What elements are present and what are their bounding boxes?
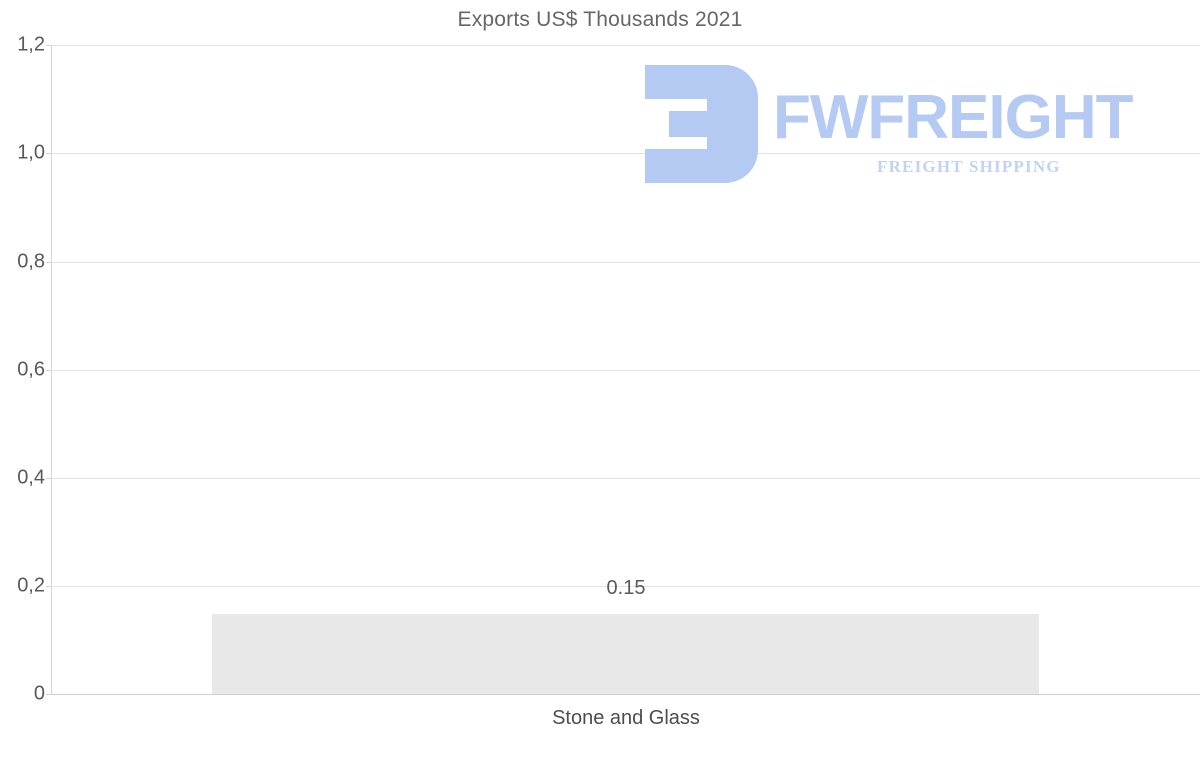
y-tick-mark: [46, 478, 53, 479]
y-axis-tick-labels: 1,2 1,0 0,8 0,6 0,4 0,2 0: [0, 0, 45, 763]
gridline: [51, 370, 1200, 371]
y-tick-label: 0,6: [17, 358, 45, 381]
chart-title: Exports US$ Thousands 2021: [457, 8, 743, 31]
y-tick-label: 0,2: [17, 574, 45, 597]
gridline: [51, 586, 1200, 587]
bar-value-label: 0.15: [606, 577, 646, 599]
y-tick-label: 0,8: [17, 250, 45, 273]
gridline: [51, 262, 1200, 263]
y-tick-mark: [46, 45, 53, 46]
gridline: [51, 45, 1200, 46]
bar-stone-and-glass[interactable]: [212, 614, 1039, 694]
axis-baseline: [51, 694, 1200, 695]
y-tick-mark: [46, 694, 53, 695]
plot-area: [51, 45, 1200, 695]
x-axis-category-label: Stone and Glass: [552, 707, 700, 729]
y-tick-label: 1,0: [17, 141, 45, 164]
y-tick-label: 0: [33, 682, 45, 705]
y-tick-label: 1,2: [17, 33, 45, 56]
y-tick-mark: [46, 262, 53, 263]
y-tick-label: 0,4: [17, 466, 45, 489]
y-tick-mark: [46, 153, 53, 154]
gridline: [51, 153, 1200, 154]
y-tick-mark: [46, 370, 53, 371]
y-tick-mark: [46, 586, 53, 587]
gridline: [51, 478, 1200, 479]
